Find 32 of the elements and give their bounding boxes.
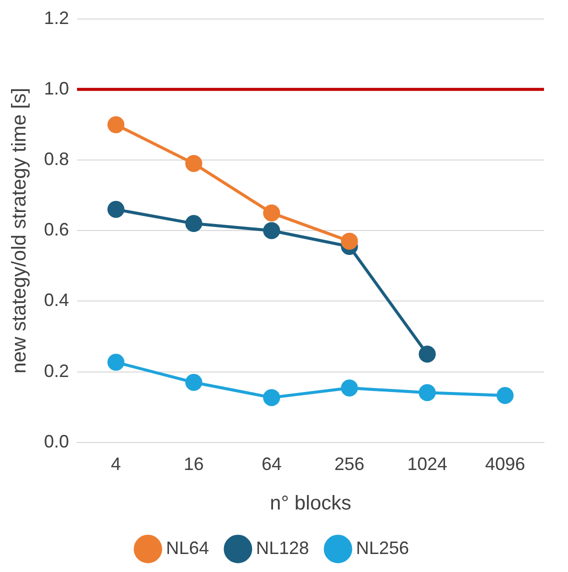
point — [107, 354, 124, 371]
point — [340, 380, 358, 397]
point — [185, 155, 202, 172]
point — [340, 232, 358, 250]
point — [185, 374, 202, 391]
y-tick-label: 0.4 — [44, 290, 70, 310]
point — [263, 389, 280, 406]
x-axis-title: n° blocks — [270, 492, 352, 515]
x-tick-label: 4 — [110, 454, 121, 474]
point — [418, 384, 436, 402]
point — [107, 116, 124, 134]
point — [107, 200, 124, 218]
x-tick-label: 16 — [184, 454, 204, 474]
y-tick-label: 1.0 — [44, 78, 70, 98]
x-tick-label: 64 — [262, 454, 282, 474]
y-tick-label: 0.0 — [44, 431, 70, 452]
y-axis-title: new stategy/old strategy time [s] — [8, 88, 31, 374]
legend-label: NL256 — [356, 538, 410, 558]
point — [185, 215, 202, 232]
y-tick-label: 0.2 — [44, 360, 70, 381]
point — [496, 386, 514, 404]
x-tick-label: 1024 — [407, 454, 448, 474]
x-tick-label: 256 — [334, 454, 364, 474]
y-tick-label: 0.8 — [44, 148, 70, 169]
y-tick-label: 1.2 — [44, 8, 70, 28]
legend-label: NL128 — [256, 538, 310, 558]
point — [263, 204, 280, 222]
x-tick-label: 4096 — [485, 454, 526, 474]
point — [418, 346, 436, 363]
legend-label: NL64 — [166, 538, 209, 558]
point — [263, 222, 280, 240]
y-tick-label: 0.6 — [44, 220, 70, 240]
